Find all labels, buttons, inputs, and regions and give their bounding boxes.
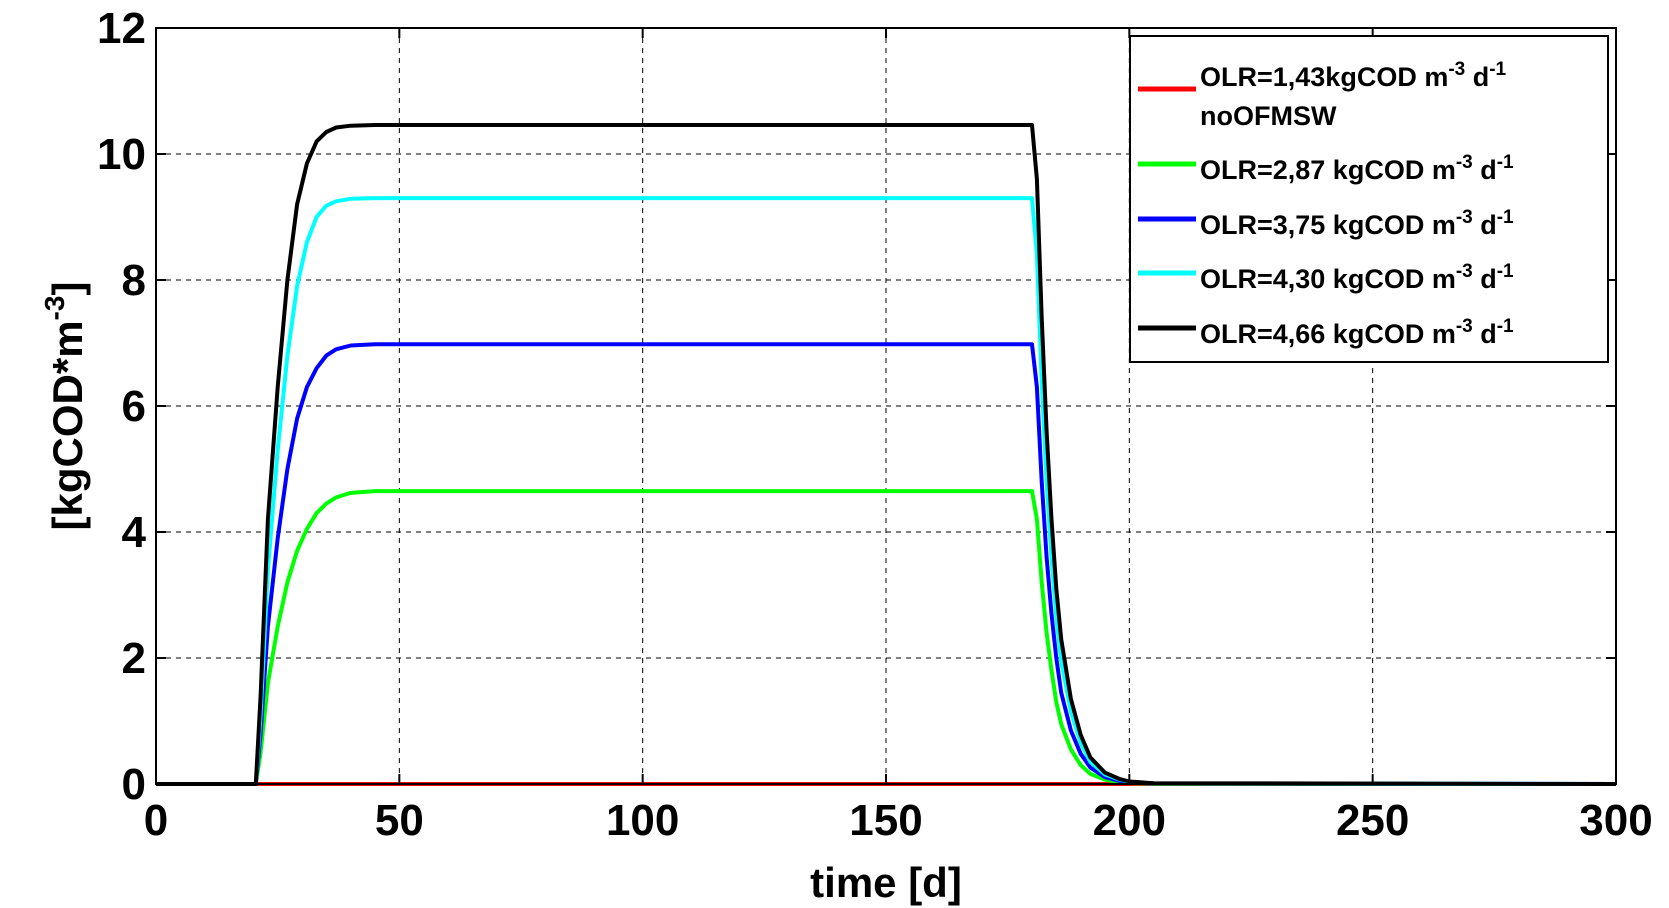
y-tick-label: 8 [122,256,146,305]
legend-label-series-4: OLR=4,30 kgCOD m-3 d-1 [1200,261,1514,294]
y-tick-label: 12 [97,4,146,53]
x-tick-label: 300 [1579,796,1652,845]
y-tick-label: 0 [122,760,146,809]
legend-label-series-5: OLR=4,66 kgCOD m-3 d-1 [1200,316,1514,349]
axis-ticks: 0 50 100 150 200 250 300 0 2 4 6 8 10 12 [97,4,1653,845]
series-line-4 [156,196,1617,786]
y-tick-label: 6 [122,382,146,431]
legend-label-series-1: OLR=1,43kgCOD m-3 d-1 [1200,59,1507,92]
y-tick-label: 4 [122,508,147,557]
legend-box [1129,35,1609,363]
y-tick-label: 10 [97,130,146,179]
x-tick-label: 150 [849,796,922,845]
x-tick-label: 50 [375,796,424,845]
y-axis-label: [kgCOD*m-3] [39,282,91,531]
x-tick-label: 0 [144,796,168,845]
x-tick-label: 250 [1336,796,1409,845]
y-tick-label: 2 [122,634,146,683]
legend-label-series-1-line2: noOFMSW [1200,101,1337,131]
x-tick-label: 100 [606,796,679,845]
series-line-5 [156,123,1617,786]
x-axis-label: time [d] [810,859,962,906]
x-tick-label: 200 [1093,796,1166,845]
legend-label-series-2: OLR=2,87 kgCOD m-3 d-1 [1200,152,1514,185]
series-line-3 [156,342,1617,786]
legend: OLR=1,43kgCOD m-3 d-1 noOFMSW OLR=2,87 k… [1129,35,1609,363]
legend-label-series-3: OLR=3,75 kgCOD m-3 d-1 [1200,207,1514,240]
series-line-2 [156,489,1617,786]
grid [156,28,1616,784]
